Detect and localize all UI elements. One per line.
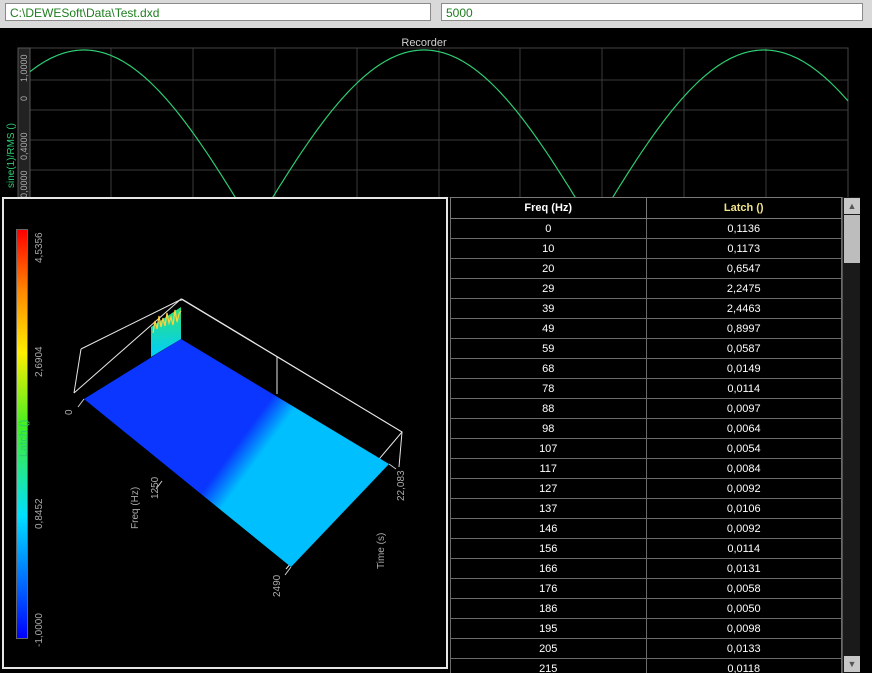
latch-cell: 0,1173 bbox=[645, 238, 842, 259]
freq-cell: 29 bbox=[450, 278, 647, 299]
table-scrollbar[interactable]: ▲ ▼ bbox=[842, 197, 861, 673]
column-header-latch[interactable]: Latch () bbox=[645, 197, 842, 219]
table-row[interactable]: 10 0,1173 bbox=[450, 238, 842, 259]
freq-cell: 166 bbox=[450, 558, 647, 579]
table-row[interactable]: 98 0,0064 bbox=[450, 418, 842, 439]
latch-cell: 0,0106 bbox=[645, 498, 842, 519]
top-toolbar: C:\DEWESoft\Data\Test.dxd 5000 bbox=[0, 0, 872, 28]
file-path-field[interactable]: C:\DEWESoft\Data\Test.dxd bbox=[5, 3, 431, 21]
freq-cell: 88 bbox=[450, 398, 647, 419]
table-row[interactable]: 195 0,0098 bbox=[450, 618, 842, 639]
latch-cell: 0,0092 bbox=[645, 478, 842, 499]
table-row[interactable]: 29 2,2475 bbox=[450, 278, 842, 299]
latch-cell: 0,0131 bbox=[645, 558, 842, 579]
recorder-y-label: sine(1)/RMS () bbox=[6, 122, 17, 188]
recorder-chart[interactable]: Recorder sine(1)/RMS () 1,0000 0 0,4000 … bbox=[0, 28, 872, 198]
latch-cell: 0,0149 bbox=[645, 358, 842, 379]
freq-cell: 205 bbox=[450, 638, 647, 659]
y-tick-2: 0 bbox=[19, 95, 29, 101]
latch-cell: 0,0097 bbox=[645, 398, 842, 419]
freq-cell: 49 bbox=[450, 318, 647, 339]
time-tick: 22,083 bbox=[396, 470, 407, 501]
latch-cell: 0,0133 bbox=[645, 638, 842, 659]
freq-cell: 20 bbox=[450, 258, 647, 279]
right-strip bbox=[860, 197, 872, 673]
freq-cell: 137 bbox=[450, 498, 647, 519]
recorder-plot bbox=[17, 47, 849, 198]
table-row[interactable]: 215 0,0118 bbox=[450, 658, 842, 673]
table-row[interactable]: 176 0,0058 bbox=[450, 578, 842, 599]
spectrum-3d-plot[interactable]: 4,5356 2,6904 0,8452 -1,0000 Latch () bbox=[2, 197, 448, 669]
latch-cell: 0,0114 bbox=[645, 538, 842, 559]
latch-cell: 0,0054 bbox=[645, 438, 842, 459]
table-row[interactable]: 0 0,1136 bbox=[450, 218, 842, 239]
colorbar bbox=[16, 229, 28, 639]
time-axis-label: Time (s) bbox=[376, 532, 387, 569]
latch-cell: 0,0092 bbox=[645, 518, 842, 539]
table-row[interactable]: 137 0,0106 bbox=[450, 498, 842, 519]
freq-cell: 127 bbox=[450, 478, 647, 499]
table-row[interactable]: 205 0,0133 bbox=[450, 638, 842, 659]
surface-3d bbox=[73, 298, 403, 576]
table-row[interactable]: 68 0,0149 bbox=[450, 358, 842, 379]
table-row[interactable]: 107 0,0054 bbox=[450, 438, 842, 459]
scroll-thumb[interactable] bbox=[844, 215, 860, 263]
freq-cell: 68 bbox=[450, 358, 647, 379]
latch-cell: 2,2475 bbox=[645, 278, 842, 299]
latch-table: Freq (Hz) Latch () 0 0,1136 10 0,1173 20 0,65… bbox=[450, 197, 842, 673]
table-row[interactable]: 186 0,0050 bbox=[450, 598, 842, 619]
freq-cell: 215 bbox=[450, 658, 647, 673]
latch-cell: 0,0118 bbox=[645, 658, 842, 673]
freq-cell: 78 bbox=[450, 378, 647, 399]
table-row[interactable]: 127 0,0092 bbox=[450, 478, 842, 499]
sine-trace bbox=[29, 49, 849, 198]
latch-cell: 0,0114 bbox=[645, 378, 842, 399]
freq-cell: 176 bbox=[450, 578, 647, 599]
freq-tick-1250: 1250 bbox=[150, 476, 161, 499]
freq-cell: 10 bbox=[450, 238, 647, 259]
table-row[interactable]: 117 0,0084 bbox=[450, 458, 842, 479]
latch-cell: 0,6547 bbox=[645, 258, 842, 279]
table-row[interactable]: 59 0,0587 bbox=[450, 338, 842, 359]
latch-cell: 2,4463 bbox=[645, 298, 842, 319]
latch-cell: 0,1136 bbox=[645, 218, 842, 239]
latch-cell: 0,0587 bbox=[645, 338, 842, 359]
y-tick-1: 1,0000 bbox=[19, 54, 29, 82]
freq-cell: 156 bbox=[450, 538, 647, 559]
freq-cell: 59 bbox=[450, 338, 647, 359]
table-row[interactable]: 146 0,0092 bbox=[450, 518, 842, 539]
table-row[interactable]: 88 0,0097 bbox=[450, 398, 842, 419]
table-row[interactable]: 156 0,0114 bbox=[450, 538, 842, 559]
freq-tick-2490: 2490 bbox=[272, 574, 283, 597]
table-row[interactable]: 20 0,6547 bbox=[450, 258, 842, 279]
latch-cell: 0,0084 bbox=[645, 458, 842, 479]
y-tick-3: 0,4000 bbox=[19, 132, 29, 160]
freq-cell: 186 bbox=[450, 598, 647, 619]
table-row[interactable]: 78 0,0114 bbox=[450, 378, 842, 399]
scroll-up-button[interactable]: ▲ bbox=[844, 198, 860, 214]
latch-cell: 0,0050 bbox=[645, 598, 842, 619]
latch-cell: 0,0064 bbox=[645, 418, 842, 439]
recorder-title: Recorder bbox=[401, 37, 447, 49]
freq-cell: 146 bbox=[450, 518, 647, 539]
freq-axis-label: Freq (Hz) bbox=[130, 486, 141, 529]
latch-table-panel[interactable]: Freq (Hz) Latch () 0 0,1136 10 0,1173 20 0,65… bbox=[450, 197, 842, 673]
freq-cell: 39 bbox=[450, 298, 647, 319]
y-tick-4: 0,0000 bbox=[19, 170, 29, 198]
table-row[interactable]: 39 2,4463 bbox=[450, 298, 842, 319]
freq-cell: 117 bbox=[450, 458, 647, 479]
table-row[interactable]: 49 0,8997 bbox=[450, 318, 842, 339]
scroll-down-button[interactable]: ▼ bbox=[844, 656, 860, 672]
table-row[interactable]: 166 0,0131 bbox=[450, 558, 842, 579]
value-field[interactable]: 5000 bbox=[441, 3, 863, 21]
freq-cell: 107 bbox=[450, 438, 647, 459]
latch-cell: 0,0058 bbox=[645, 578, 842, 599]
freq-cell: 195 bbox=[450, 618, 647, 639]
freq-cell: 98 bbox=[450, 418, 647, 439]
latch-cell: 0,8997 bbox=[645, 318, 842, 339]
freq-cell: 0 bbox=[450, 218, 647, 239]
latch-cell: 0,0098 bbox=[645, 618, 842, 639]
freq-tick-0: 0 bbox=[64, 409, 75, 415]
column-header-freq[interactable]: Freq (Hz) bbox=[450, 197, 647, 219]
